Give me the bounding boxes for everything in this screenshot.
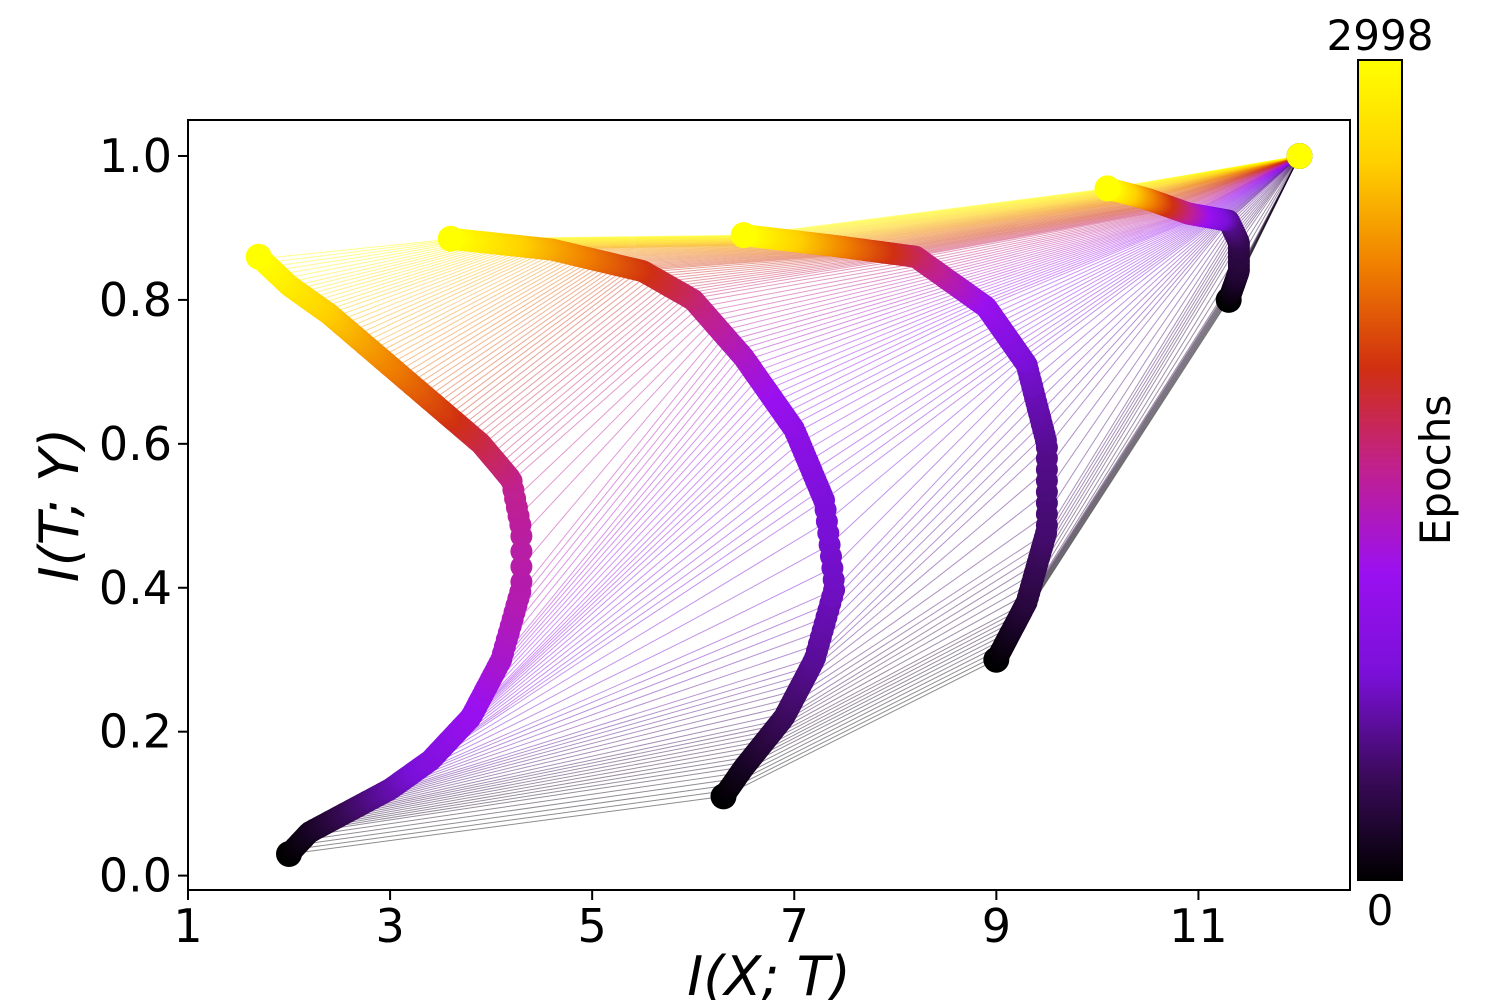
x-tick-label: 5 xyxy=(578,899,607,953)
trajectory-point xyxy=(245,243,272,270)
plot-frame xyxy=(187,119,1351,891)
x-tick-label: 9 xyxy=(982,899,1011,953)
y-tick-label: 0.0 xyxy=(99,849,172,903)
x-tick-label: 1 xyxy=(173,899,202,953)
colorbar-label: Epochs xyxy=(1411,395,1460,546)
x-tick-label: 7 xyxy=(780,899,809,953)
trajectory-point xyxy=(510,540,533,563)
y-tick-label: 0.8 xyxy=(99,273,172,327)
trajectory-points xyxy=(245,143,1313,867)
trajectory-point xyxy=(1094,175,1121,202)
trajectory-point xyxy=(510,570,533,593)
trajectory-point xyxy=(510,555,533,578)
colorbar-min-label: 0 xyxy=(1367,886,1394,935)
colorbar-gradient xyxy=(1357,59,1403,881)
trajectory-point xyxy=(1286,143,1313,169)
colorbar: 2998 0 Epochs xyxy=(1327,11,1460,935)
x-axis: 1 3 5 7 9 11 xyxy=(173,890,1228,953)
x-tick-label: 3 xyxy=(375,899,404,953)
y-tick-label: 0.6 xyxy=(99,417,172,471)
colorbar-max-label: 2998 xyxy=(1327,11,1434,60)
y-tick-label: 0.4 xyxy=(99,561,172,615)
y-tick-label: 1.0 xyxy=(99,129,172,183)
y-axis-label: I(T; Y) xyxy=(28,428,91,582)
trajectory-point xyxy=(730,222,757,249)
connection-lines xyxy=(260,155,1300,855)
y-tick-label: 0.2 xyxy=(99,705,172,759)
x-tick-label: 11 xyxy=(1169,899,1228,953)
trajectory-point xyxy=(437,225,464,252)
y-axis: 0.0 0.2 0.4 0.6 0.8 1.0 xyxy=(99,129,188,903)
x-axis-label: I(X; T) xyxy=(687,945,850,1000)
